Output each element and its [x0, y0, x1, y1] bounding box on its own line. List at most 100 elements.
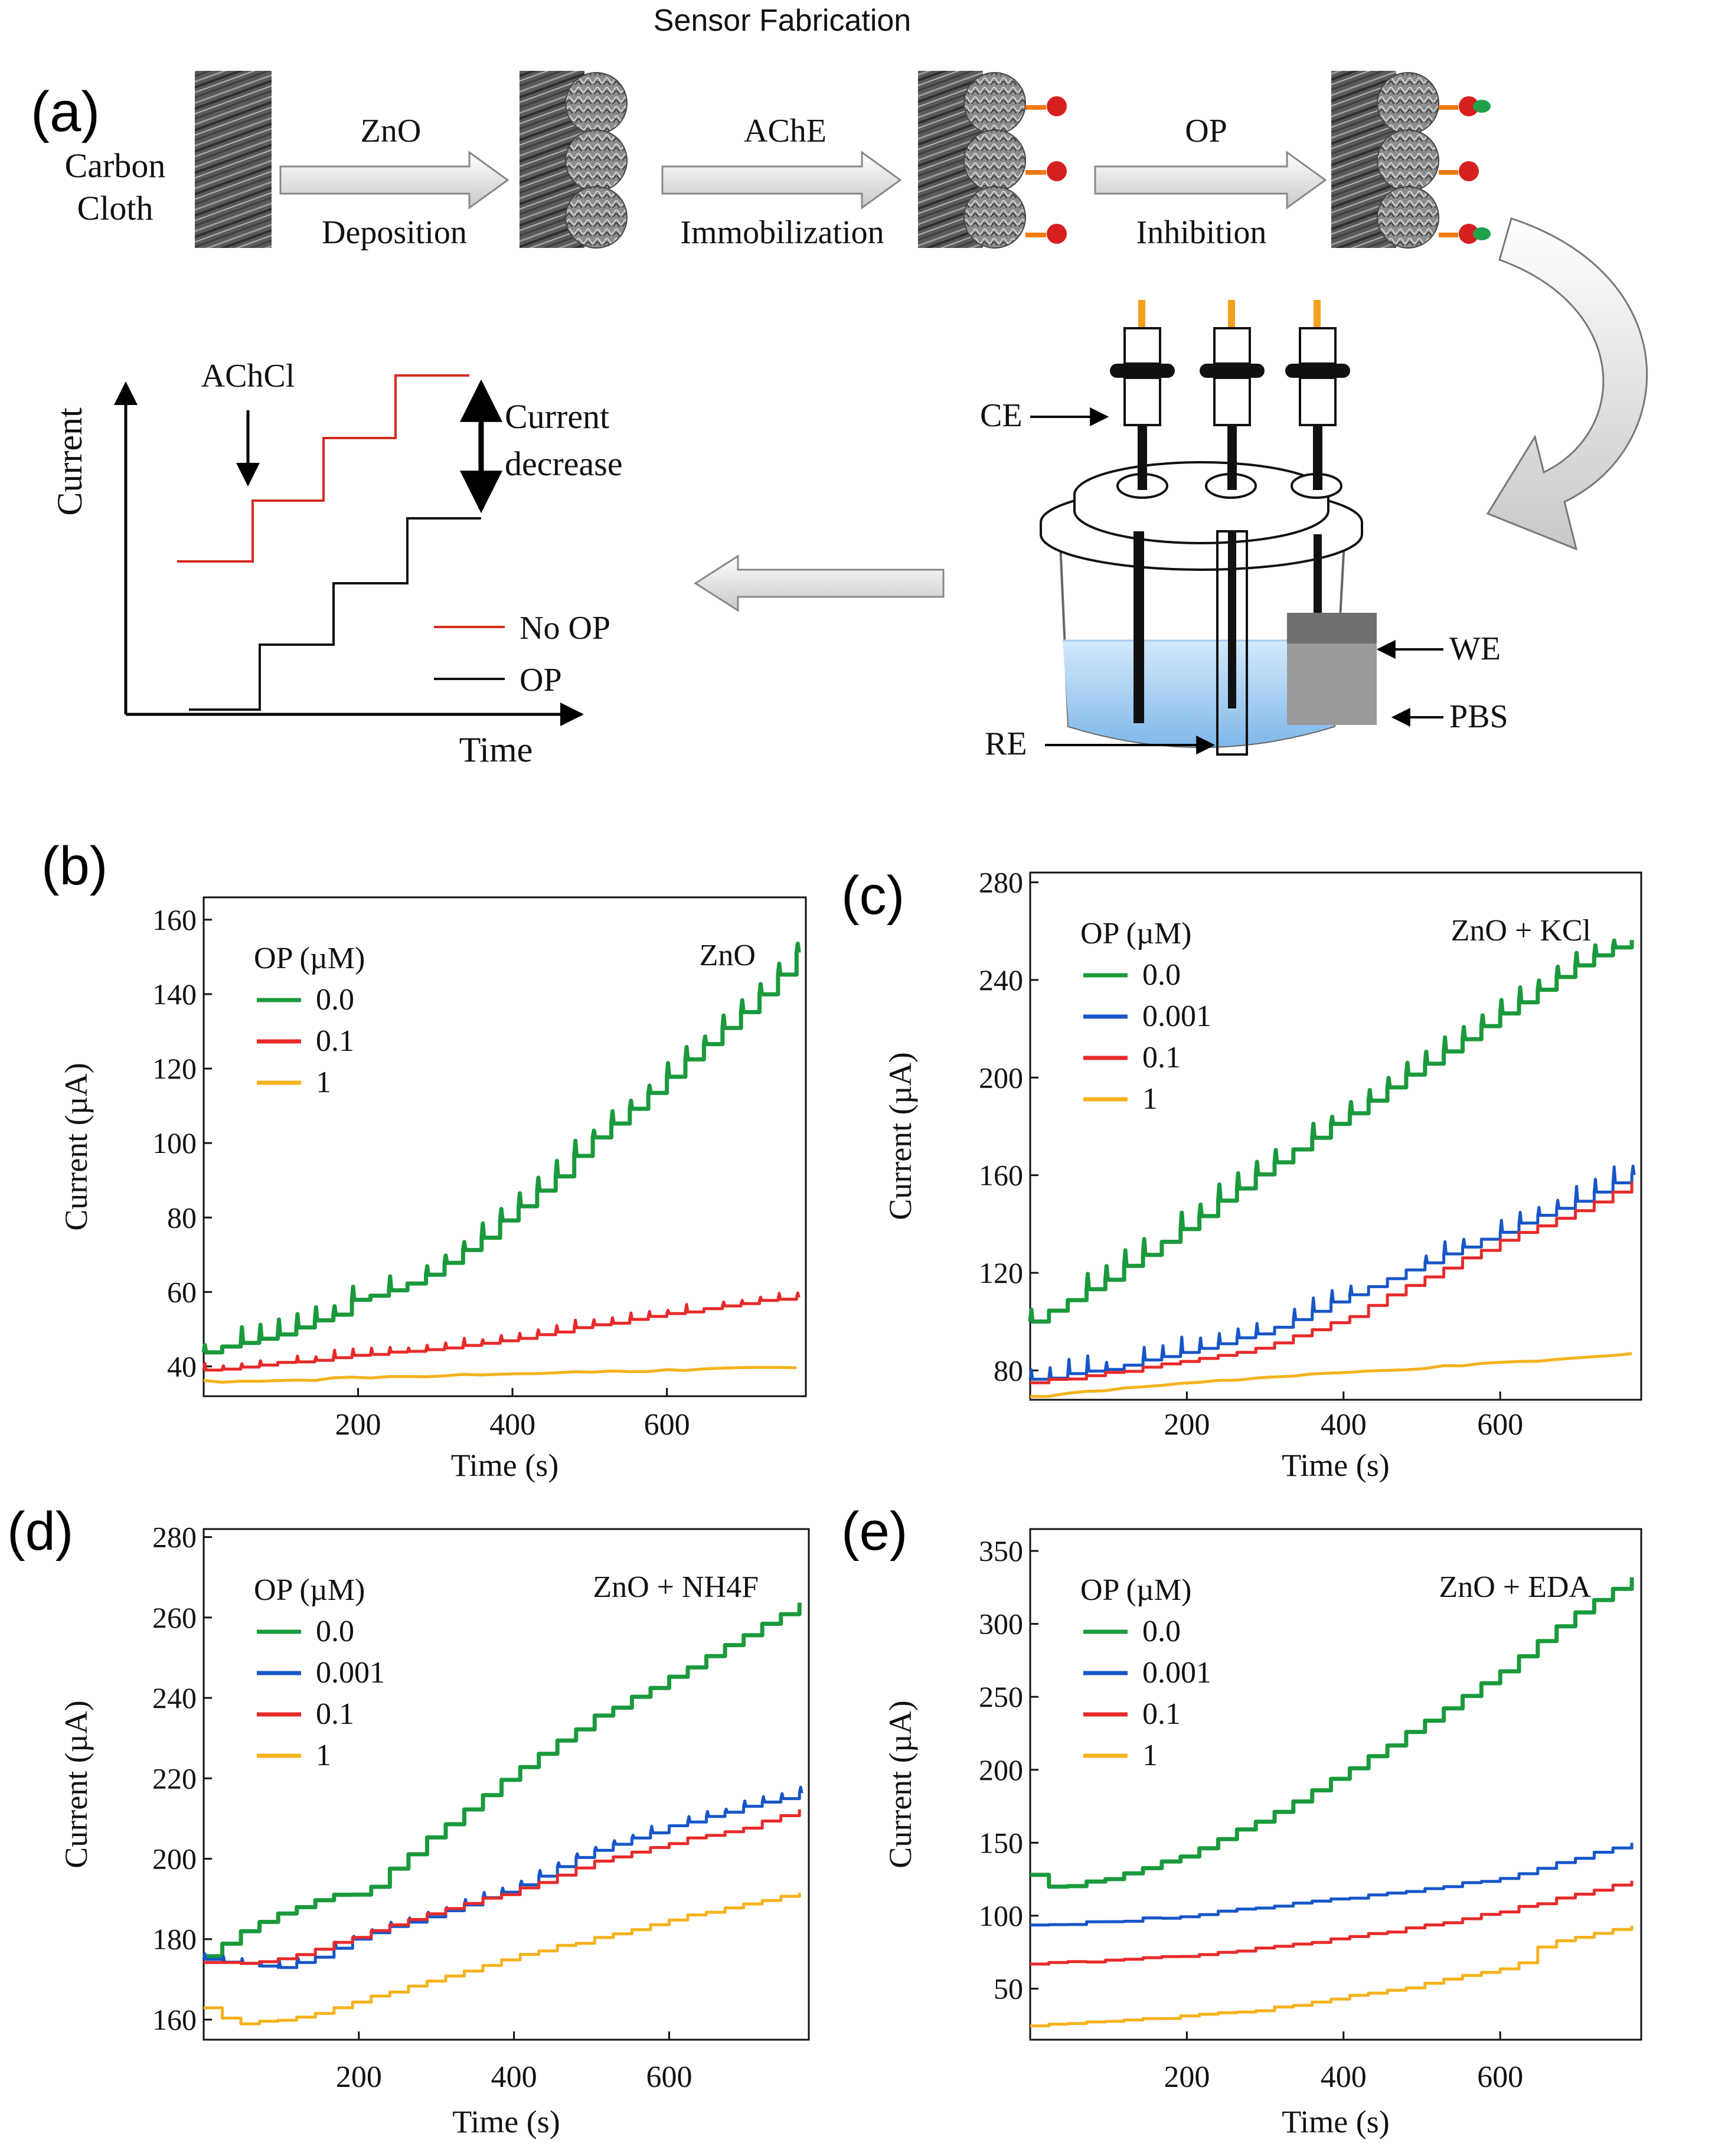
enzyme-icon [1025, 96, 1067, 244]
panel-label-b: (b) [41, 836, 107, 896]
y-tick-label: 180 [152, 1923, 197, 1956]
legend-label: 0.1 [316, 1697, 354, 1731]
series-line-0.0 [201, 942, 801, 1355]
ache-immobilized-cloth [918, 71, 1067, 249]
y-tick-label: 100 [979, 1899, 1023, 1932]
counter-electrode [1110, 300, 1175, 723]
x-tick-label: 400 [489, 1408, 535, 1442]
chart-d: 160 180 200 220 240 260 280 200 400 600 Time (s) Cu… [58, 1521, 810, 2139]
legend-label: 0.001 [1142, 1656, 1211, 1690]
y-tick-label: 120 [152, 1052, 197, 1085]
y-tick-label: 120 [979, 1256, 1023, 1289]
series-line-1 [204, 1893, 801, 2026]
inhibitor-icon [1439, 96, 1491, 244]
y-tick-label: 50 [994, 1972, 1023, 2005]
step3-bottom: Inhibition [1136, 214, 1267, 251]
y-tick-label: 200 [152, 1843, 197, 1876]
legend-label: 0.0 [1142, 958, 1181, 992]
y-tick-label: 100 [152, 1126, 197, 1159]
delta-label-2: decrease [505, 445, 623, 483]
y-tick-label: 250 [979, 1680, 1023, 1713]
x-tick-label: 600 [1477, 2060, 1523, 2094]
y-tick-label: 280 [152, 1521, 197, 1554]
process-arrow-3 [1094, 151, 1327, 210]
step1-top: ZnO [361, 113, 422, 149]
step2-top: AChE [744, 113, 827, 149]
reference-electrode [1200, 300, 1265, 756]
concept-xlabel: Time [459, 730, 533, 769]
y-tick-label: 240 [979, 963, 1023, 997]
x-tick-label: 200 [1164, 1408, 1210, 1442]
x-tick-label: 600 [644, 1408, 690, 1442]
concept-plot: Current Time AChCl Current decrease No O… [50, 358, 623, 769]
legend-title: OP (µM) [254, 942, 365, 975]
legend-label: 0.0 [316, 1615, 354, 1648]
chart-title: ZnO [700, 939, 756, 972]
carbon-cloth-image [195, 71, 272, 248]
y-tick-label: 40 [167, 1350, 197, 1383]
series-line-0.1 [202, 1291, 801, 1372]
process-arrow-1 [279, 151, 509, 210]
legend-label: 1 [316, 1066, 331, 1099]
legend-no-op: No OP [520, 610, 610, 646]
y-tick-label: 60 [167, 1275, 197, 1308]
y-axis-label: Current (µA) [883, 1052, 918, 1220]
series-line-0.0 [1028, 938, 1634, 1324]
step2-bottom: Immobilization [680, 214, 884, 251]
y-tick-label: 350 [979, 1534, 1023, 1567]
process-arrow-2 [661, 151, 902, 210]
curved-transfer-arrow [1486, 217, 1648, 551]
x-tick-label: 400 [491, 2060, 537, 2094]
section-title: Sensor Fabrication [654, 4, 911, 38]
op-step-curve [189, 517, 481, 711]
series-line-0.001 [1028, 1164, 1636, 1381]
x-tick-label: 200 [336, 2060, 382, 2094]
y-tick-label: 280 [979, 866, 1023, 899]
x-axis-label: Time (s) [1282, 1448, 1390, 1483]
legend-label: 0.0 [316, 983, 354, 1017]
y-tick-label: 160 [152, 903, 197, 936]
achcl-label: AChCl [201, 358, 295, 394]
y-tick-label: 200 [979, 1753, 1023, 1786]
y-tick-label: 140 [152, 978, 197, 1011]
legend-op: OP [520, 662, 562, 698]
series-line-0.0 [1030, 1577, 1634, 1889]
legend-title: OP (µM) [1080, 917, 1191, 950]
series-line-0.1 [1030, 1880, 1634, 1966]
y-tick-label: 220 [152, 1762, 197, 1795]
chart-title: ZnO + EDA [1439, 1570, 1591, 1604]
pbs-solution [1063, 641, 1341, 747]
series-line-1 [1030, 1926, 1634, 2028]
x-tick-label: 200 [1164, 2060, 1210, 2094]
concept-ylabel: Current [50, 407, 89, 516]
legend-title: OP (µM) [254, 1573, 365, 1607]
y-tick-label: 160 [152, 2003, 197, 2036]
legend-title: OP (µM) [1080, 1573, 1191, 1607]
series-line-0.1 [204, 1809, 801, 1965]
panel-label-e: (e) [841, 1501, 907, 1562]
plot-frame [202, 896, 807, 1397]
y-tick-label: 80 [167, 1201, 197, 1234]
y-tick-label: 150 [979, 1826, 1023, 1859]
x-tick-label: 400 [1321, 2060, 1367, 2094]
y-tick-label: 300 [979, 1608, 1023, 1641]
series-line-1 [203, 1366, 797, 1384]
x-tick-label: 200 [335, 1408, 381, 1442]
ce-label: CE [980, 397, 1023, 434]
no-op-step-curve [177, 374, 469, 563]
series-line-0.0 [204, 1602, 802, 1959]
series-line-0.001 [1030, 1843, 1634, 1927]
legend-label: 0.1 [1142, 1697, 1181, 1731]
panel-label-d: (d) [7, 1501, 73, 1562]
legend-label: 1 [1142, 1739, 1158, 1772]
we-label: WE [1449, 631, 1501, 667]
panel-label-a: (a) [31, 80, 100, 143]
plot-frame [1029, 1528, 1642, 2041]
plot-frame [1029, 871, 1642, 1401]
series-line-0.1 [1030, 1181, 1634, 1384]
substrate-label-1: Carbon [65, 146, 166, 185]
chart-c: 80 120 160 200 240 280 200 400 600 Time (s) Curren… [883, 866, 1642, 1483]
pbs-label: PBS [1449, 698, 1508, 735]
